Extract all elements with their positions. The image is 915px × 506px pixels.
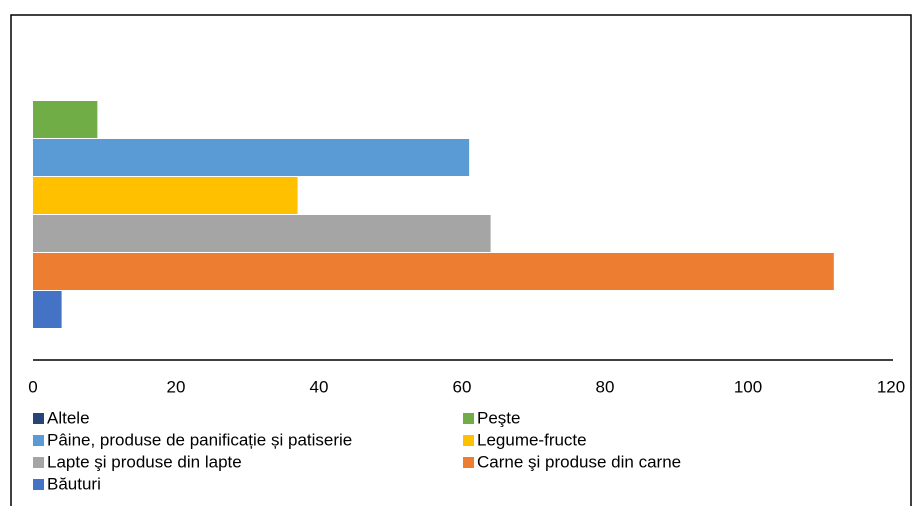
legend-swatch <box>33 479 44 490</box>
legend-swatch <box>33 413 44 424</box>
legend-swatch <box>463 457 474 468</box>
x-tick-label: 20 <box>167 377 186 396</box>
legend-label: Peşte <box>477 408 520 427</box>
bar <box>33 253 834 290</box>
legend-label: Legume-fructe <box>477 430 587 449</box>
x-tick-label: 0 <box>28 377 37 396</box>
legend-label: Pâine, produse de panificație și patiser… <box>47 430 352 449</box>
x-tick-label: 40 <box>310 377 329 396</box>
bar <box>33 139 470 176</box>
bar <box>33 101 98 138</box>
x-tick-label: 120 <box>877 377 905 396</box>
legend-swatch <box>33 435 44 446</box>
bar <box>33 291 62 328</box>
legend-label: Carne şi produse din carne <box>477 452 681 471</box>
x-tick-label: 100 <box>734 377 762 396</box>
legend-swatch <box>463 413 474 424</box>
x-tick-label: 80 <box>596 377 615 396</box>
legend-label: Altele <box>47 408 90 427</box>
legend-swatch <box>33 457 44 468</box>
bar <box>33 215 491 252</box>
legend-label: Băuturi <box>47 474 101 493</box>
chart-frame <box>10 14 912 506</box>
legend-swatch <box>463 435 474 446</box>
x-tick-label: 60 <box>453 377 472 396</box>
legend-label: Lapte şi produse din lapte <box>47 452 242 471</box>
bar <box>33 177 298 214</box>
